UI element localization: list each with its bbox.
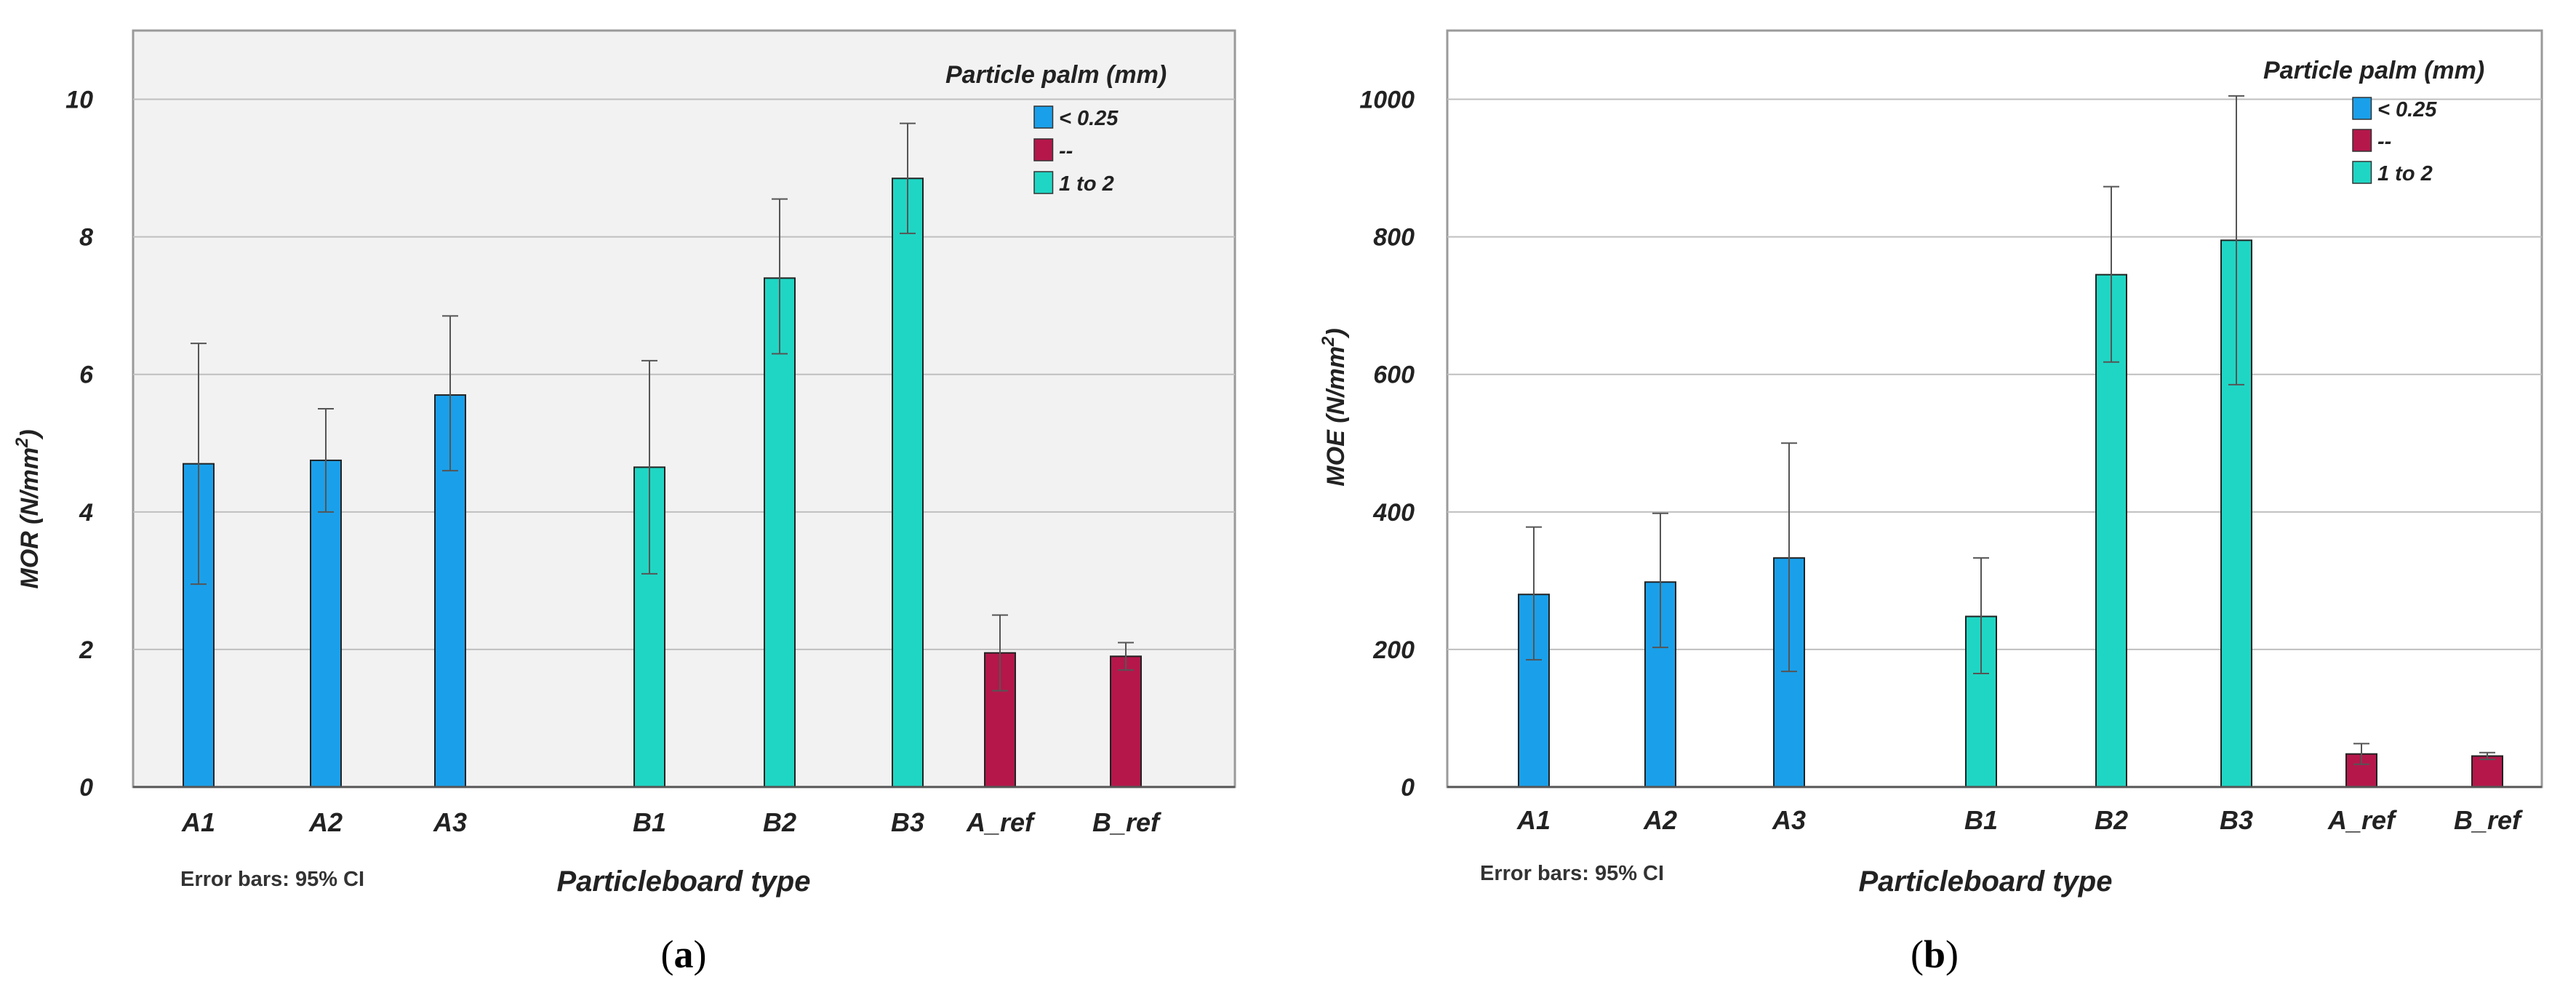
- error-bar-A_ref: [992, 614, 1008, 692]
- error-bar-A2: [1652, 512, 1668, 649]
- x-tick-label: A3: [433, 807, 467, 837]
- error-bar-B_ref: [2479, 751, 2495, 761]
- legend: Particle palm (mm) < 0.25 -- 1 to 2: [2263, 57, 2484, 185]
- x-tick-labels: A1 A2 A3 B1 B2 B3 A_ref B_ref: [1516, 805, 2523, 835]
- legend-title: Particle palm (mm): [945, 61, 1167, 89]
- x-tick-label: B3: [891, 807, 924, 837]
- x-tick-label: B1: [1964, 805, 1998, 835]
- legend-label: 1 to 2: [1059, 172, 1114, 196]
- legend-label: 1 to 2: [2377, 162, 2433, 185]
- y-tick-label: 1000: [1359, 87, 1415, 114]
- x-tick-label: B_ref: [1092, 807, 1161, 837]
- error-bar-A2: [318, 408, 334, 513]
- error-bars: [191, 122, 1134, 692]
- x-axis-title: Particleboard type: [556, 866, 810, 898]
- x-tick-label: B3: [2220, 805, 2253, 835]
- x-tick-label: B2: [2095, 805, 2128, 835]
- panel-caption: (a): [661, 932, 707, 976]
- legend-swatch: [1033, 171, 1054, 194]
- x-tick-label: A_ref: [966, 807, 1036, 837]
- chart-panel-a: 0 2 4 6 8 10 A1 A2 A3 B1 B2 B3 A_ref B_ref MOR (N/mm…: [12, 29, 1236, 976]
- error-bars: [1526, 95, 2495, 765]
- bars: [183, 177, 1142, 788]
- legend-label: --: [1059, 140, 1073, 163]
- legend-item: < 0.25: [1033, 105, 1119, 130]
- x-tick-label: A1: [1516, 805, 1551, 835]
- error-bar-A1: [191, 343, 207, 586]
- x-axis-title: Particleboard type: [1858, 866, 2112, 898]
- y-tick-label: 600: [1373, 361, 1415, 389]
- y-axis-title: MOE (N/mm2): [1319, 328, 1350, 486]
- x-tick-label: B_ref: [2454, 805, 2523, 835]
- legend-swatch: [2352, 97, 2372, 120]
- y-tick-label: 800: [1373, 224, 1415, 252]
- legend-items: < 0.25 -- 1 to 2: [1033, 105, 1119, 196]
- y-tick-labels: 0 2 4 6 8 10: [65, 87, 94, 802]
- y-tick-label: 6: [79, 361, 94, 389]
- legend-swatch: [1033, 105, 1054, 129]
- y-tick-label: 0: [79, 774, 93, 802]
- error-bar-B1: [1973, 557, 1989, 674]
- error-bar-A_ref: [2353, 743, 2369, 765]
- y-tick-label: 400: [1372, 499, 1415, 527]
- legend-item: --: [2352, 129, 2391, 153]
- error-bar-B2: [772, 198, 788, 355]
- x-tick-label: A1: [181, 807, 215, 837]
- legend-label: < 0.25: [2377, 98, 2437, 121]
- y-tick-label: 200: [1372, 636, 1415, 664]
- y-tick-label: 2: [79, 636, 93, 664]
- bar-B3: [892, 177, 924, 788]
- x-tick-label: A2: [308, 807, 343, 837]
- legend: Particle palm (mm) < 0.25 -- 1 to 2: [945, 61, 1167, 196]
- bar-B_ref: [2471, 755, 2503, 788]
- legend-swatch: [2352, 161, 2372, 184]
- legend-items: < 0.25 -- 1 to 2: [2352, 97, 2437, 185]
- error-bar-B2: [2103, 185, 2119, 363]
- x-tick-label: A_ref: [2327, 805, 2397, 835]
- y-tick-label: 8: [79, 224, 93, 252]
- y-tick-label: 10: [65, 87, 93, 114]
- y-tick-label: 4: [79, 499, 93, 527]
- error-bar-B1: [641, 359, 657, 575]
- x-tick-label: B2: [763, 807, 796, 837]
- legend-title: Particle palm (mm): [2263, 57, 2484, 84]
- error-bar-A3: [1781, 442, 1797, 673]
- bar-B_ref: [1110, 655, 1142, 788]
- x-tick-label: A3: [1772, 805, 1806, 835]
- x-tick-label: A2: [1643, 805, 1677, 835]
- legend-item: --: [1033, 138, 1073, 163]
- legend-label: --: [2377, 130, 2391, 153]
- error-bar-A3: [442, 315, 458, 472]
- y-tick-labels: 0 200 400 600 800 1000: [1359, 87, 1415, 802]
- legend-swatch: [2352, 129, 2372, 152]
- legend-swatch: [1033, 138, 1054, 161]
- error-bars-note: Error bars: 95% CI: [180, 868, 364, 891]
- chart-panel-b: 0 200 400 600 800 1000 A1 A2 A3 B1 B2 B3 A_ref B_ref…: [1319, 29, 2543, 976]
- x-tick-labels: A1 A2 A3 B1 B2 B3 A_ref B_ref: [181, 807, 1161, 837]
- error-bar-B3: [2228, 95, 2244, 385]
- panel-caption: (b): [1911, 932, 1959, 976]
- error-bar-B3: [900, 122, 916, 234]
- legend-item: 1 to 2: [2352, 161, 2433, 185]
- legend-item: < 0.25: [2352, 97, 2437, 121]
- error-bars-note: Error bars: 95% CI: [1480, 862, 1664, 885]
- error-bar-A1: [1526, 526, 1542, 661]
- y-axis-title: MOR (N/mm2): [12, 429, 44, 588]
- x-tick-label: B1: [633, 807, 666, 837]
- error-bar-B_ref: [1118, 642, 1134, 671]
- legend-label: < 0.25: [1059, 107, 1119, 130]
- legend-item: 1 to 2: [1033, 171, 1114, 196]
- y-tick-label: 0: [1401, 774, 1415, 802]
